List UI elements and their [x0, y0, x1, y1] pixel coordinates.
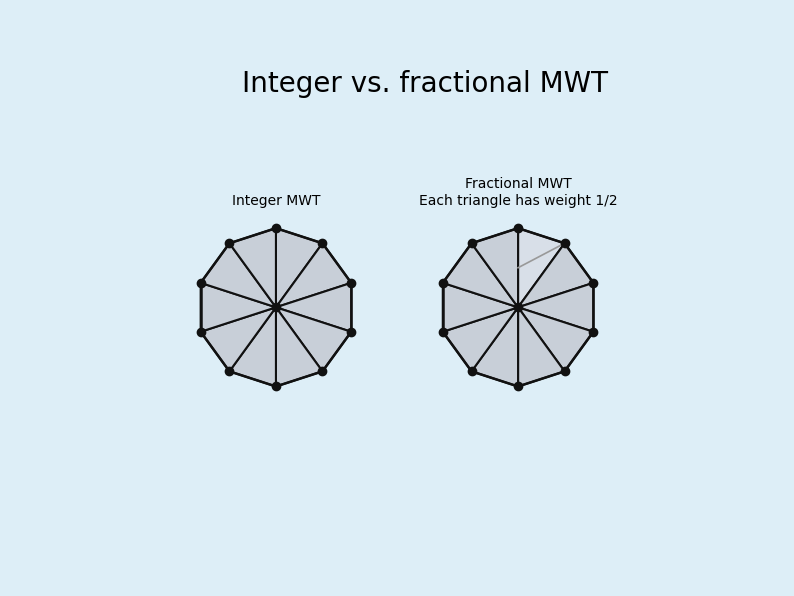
Polygon shape [229, 228, 276, 308]
Polygon shape [443, 283, 518, 332]
Polygon shape [518, 308, 565, 386]
Polygon shape [276, 243, 351, 308]
Polygon shape [276, 228, 322, 308]
Polygon shape [518, 283, 593, 332]
Polygon shape [518, 243, 593, 308]
Text: Integer MWT: Integer MWT [232, 194, 320, 207]
Text: Integer vs. fractional MWT: Integer vs. fractional MWT [242, 70, 608, 98]
Polygon shape [472, 228, 518, 308]
Polygon shape [276, 283, 351, 332]
Polygon shape [201, 283, 276, 332]
Polygon shape [201, 243, 276, 308]
Text: Fractional MWT
Each triangle has weight 1/2: Fractional MWT Each triangle has weight … [418, 178, 618, 207]
Polygon shape [201, 308, 276, 371]
Polygon shape [443, 243, 518, 308]
Polygon shape [443, 308, 518, 371]
Polygon shape [229, 308, 276, 386]
Polygon shape [276, 308, 322, 386]
Polygon shape [518, 228, 565, 308]
Polygon shape [276, 308, 351, 371]
Polygon shape [518, 308, 593, 371]
Polygon shape [472, 308, 518, 386]
